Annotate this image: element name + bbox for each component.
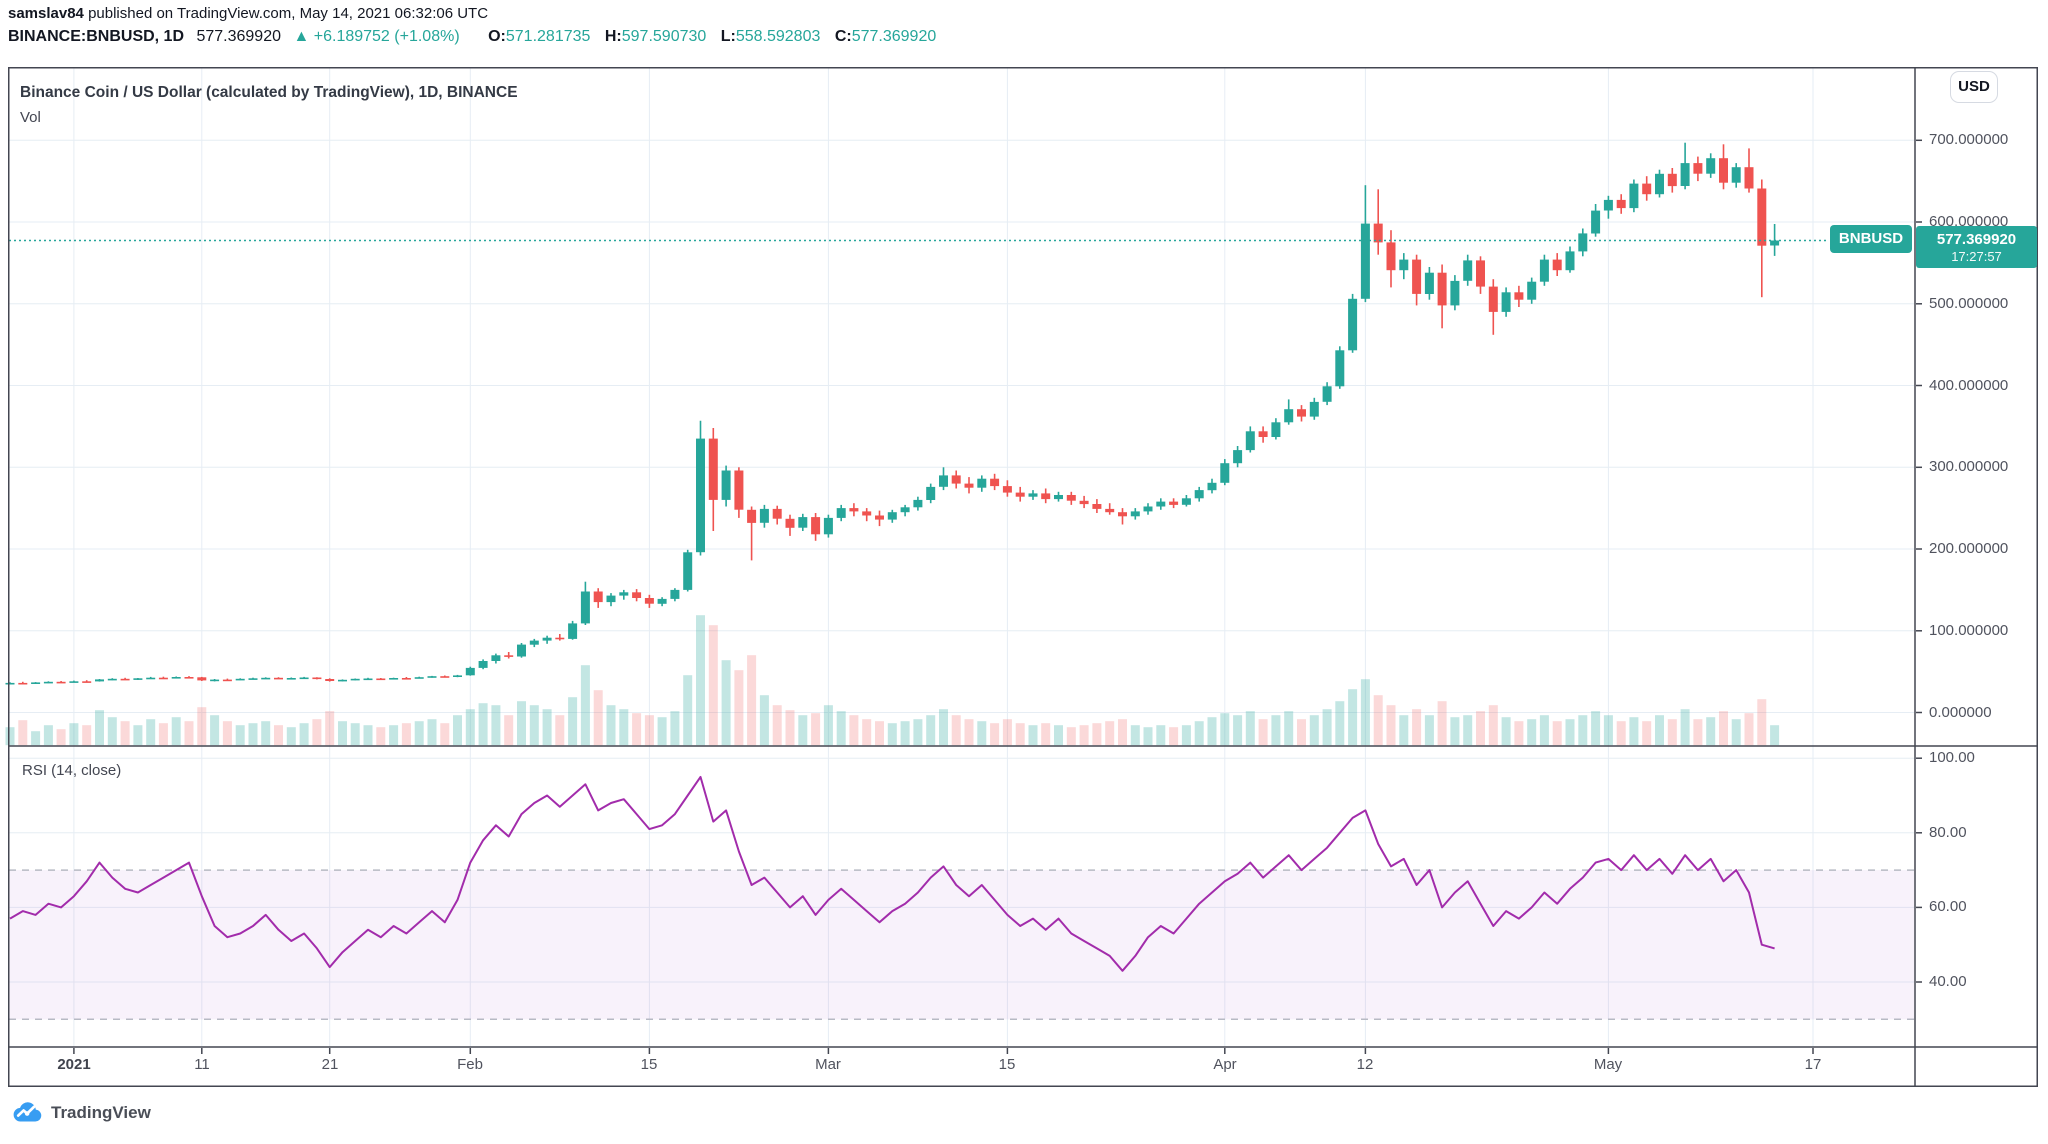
time-axis-label: 21: [321, 1056, 339, 1073]
price-axis-label: 0.000000: [1929, 704, 1992, 721]
rsi-axis-label: 60.00: [1929, 898, 1967, 915]
rsi-indicator-label[interactable]: RSI (14, close): [22, 762, 122, 779]
open-label: O:: [488, 28, 506, 45]
price-axis-label: 500.000000: [1929, 295, 2009, 312]
time-axis-label: Mar: [815, 1056, 841, 1073]
time-axis-label: 15: [640, 1056, 658, 1073]
volume-indicator-label[interactable]: Vol: [20, 109, 41, 126]
chart-legend-title: Binance Coin / US Dollar (calculated by …: [20, 84, 518, 101]
price-axis-label: 700.000000: [1929, 131, 2009, 148]
rsi-pane[interactable]: [8, 746, 1915, 1047]
close-value: 577.369920: [851, 28, 937, 45]
time-axis-label: May: [1593, 1056, 1623, 1073]
publish-text: published on TradingView.com, May 14, 20…: [83, 5, 489, 22]
symbol-status-line: BINANCE:BNBUSD, 1D 577.369920 ▲ +6.18975…: [8, 28, 936, 46]
candlesticks: [5, 142, 1780, 685]
currency-toggle-button[interactable]: USD: [1950, 71, 1998, 103]
close-label: C:: [834, 28, 852, 45]
time-axis-label: 12: [1356, 1056, 1374, 1073]
price-pane[interactable]: [8, 67, 1915, 746]
time-axis-label: 17: [1804, 1056, 1822, 1073]
time-axis-label: 2021: [57, 1056, 91, 1073]
time-axis-label: 11: [194, 1056, 210, 1073]
last-price: 577.369920: [196, 28, 281, 45]
high-label: H:: [604, 28, 622, 45]
time-axis-label: 15: [998, 1056, 1016, 1073]
rsi-axis-label: 40.00: [1929, 973, 1967, 990]
last-price-tag: 577.369920 17:27:57: [1916, 226, 2037, 268]
rsi-axis-label: 100.00: [1929, 749, 1975, 766]
last-price-value: 577.369920: [1936, 231, 2017, 248]
publish-line: samslav84 published on TradingView.com, …: [8, 5, 488, 22]
bar-countdown: 17:27:57: [1951, 249, 2002, 264]
price-axis-label: 600.000000: [1929, 213, 2009, 230]
volume-bars: [5, 615, 1780, 746]
tradingview-watermark[interactable]: TradingView: [10, 1096, 151, 1130]
tradingview-logo-icon: [13, 1102, 42, 1122]
rsi-line: [9, 775, 1775, 972]
symbol-name: BINANCE:BNBUSD, 1D: [8, 28, 185, 45]
time-axis-label: Feb: [457, 1056, 483, 1073]
low-value: 558.592803: [735, 28, 821, 45]
rsi-axis-label: 80.00: [1929, 824, 1967, 841]
tradingview-brand-text: TradingView: [51, 1103, 151, 1122]
price-axis-label: 300.000000: [1929, 458, 2009, 475]
price-axis-label: 100.000000: [1929, 622, 2009, 639]
price-change: ▲ +6.189752 (+1.08%): [293, 28, 460, 45]
open-value: 571.281735: [505, 28, 591, 45]
price-axis-label: 200.000000: [1929, 540, 2009, 557]
time-axis-label: Apr: [1213, 1056, 1237, 1073]
low-label: L:: [720, 28, 736, 45]
author-name: samslav84: [8, 5, 84, 22]
symbol-price-flag: BNBUSD: [1830, 225, 1912, 253]
high-value: 597.590730: [621, 28, 707, 45]
price-axis-label: 400.000000: [1929, 377, 2009, 394]
up-arrow-icon: ▲: [293, 28, 310, 45]
